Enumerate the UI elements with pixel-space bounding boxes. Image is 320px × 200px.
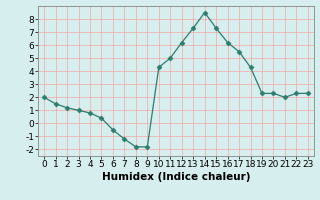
X-axis label: Humidex (Indice chaleur): Humidex (Indice chaleur) — [102, 172, 250, 182]
